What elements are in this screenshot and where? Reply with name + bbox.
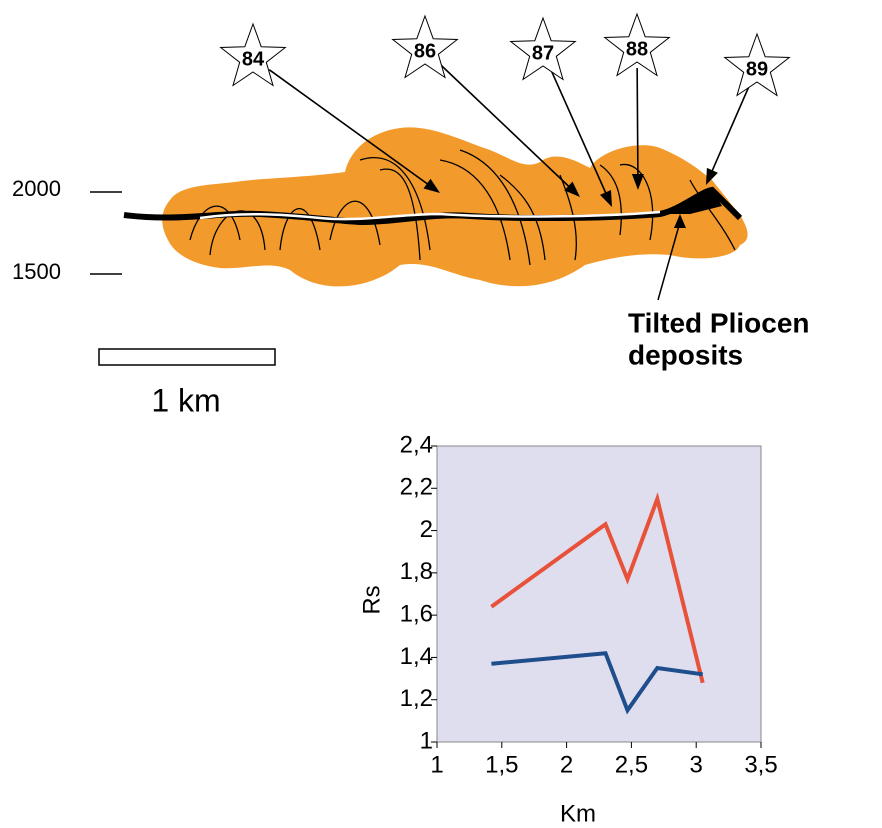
star-label: 89	[746, 58, 768, 80]
y-tick-label: 2	[420, 516, 433, 543]
stars: 84 86 87 88 89	[219, 12, 791, 207]
x-tick-label: 3,5	[744, 751, 777, 778]
arrow-head	[423, 178, 440, 193]
surface-highlight	[199, 210, 661, 221]
arrow	[636, 67, 639, 181]
plot-area	[436, 445, 762, 743]
elevation-label: 2000	[12, 176, 61, 201]
scale-label: 1 km	[151, 382, 220, 418]
elevation-ticks	[90, 191, 122, 275]
annotation: Tilted Pliocen	[628, 307, 810, 338]
y-tick-label: 1,2	[400, 685, 433, 712]
arrow	[268, 69, 433, 188]
tilted-deposit	[670, 188, 722, 214]
y-tick-label: 2,2	[400, 474, 433, 501]
y-tick-label: 1	[420, 727, 433, 754]
annotation: deposits	[628, 339, 743, 370]
y-axis-label: Rs	[358, 585, 385, 614]
star	[603, 12, 671, 77]
star-label: 87	[532, 42, 554, 64]
star	[723, 32, 791, 97]
series-line	[491, 651, 703, 715]
x-tick-label: 3	[690, 751, 703, 778]
x-tick-label: 2	[560, 751, 573, 778]
y-tick-label: 1,4	[400, 643, 433, 670]
star-label: 86	[414, 40, 436, 62]
arrow-head	[564, 181, 580, 197]
scale-bar	[98, 348, 276, 366]
arrow-head	[706, 167, 718, 185]
x-tick-label: 2,5	[615, 751, 648, 778]
annotation-arrow	[657, 221, 681, 301]
star	[219, 22, 287, 87]
star	[391, 14, 459, 79]
chart: Km Rs 1 1,5 2 2,5 3 3,5 1 1,2 1,4 1,6 1,8 2 2,2 2,4	[358, 431, 777, 827]
arrow-head	[674, 214, 686, 228]
cross-section: 2000 1500 Tilted Pliocen deposits 1 km	[12, 127, 810, 418]
arrow-head	[600, 189, 612, 207]
y-tick-label: 2,4	[400, 431, 433, 458]
star-label: 88	[626, 38, 648, 60]
arrow	[438, 63, 574, 191]
arrow	[550, 69, 609, 199]
arrow	[709, 86, 750, 177]
x-axis-label: Km	[560, 800, 596, 827]
orange-body	[162, 127, 748, 287]
series-line	[490, 492, 705, 684]
x-tick-label: 1	[430, 751, 443, 778]
y-tick-label: 1,6	[400, 600, 433, 627]
y-tick-label: 1,8	[400, 558, 433, 585]
arrow-head	[631, 173, 644, 190]
star-label: 84	[242, 48, 265, 70]
x-tick-label: 1,5	[485, 751, 518, 778]
elevation-label: 1500	[12, 259, 61, 284]
star	[509, 16, 577, 81]
